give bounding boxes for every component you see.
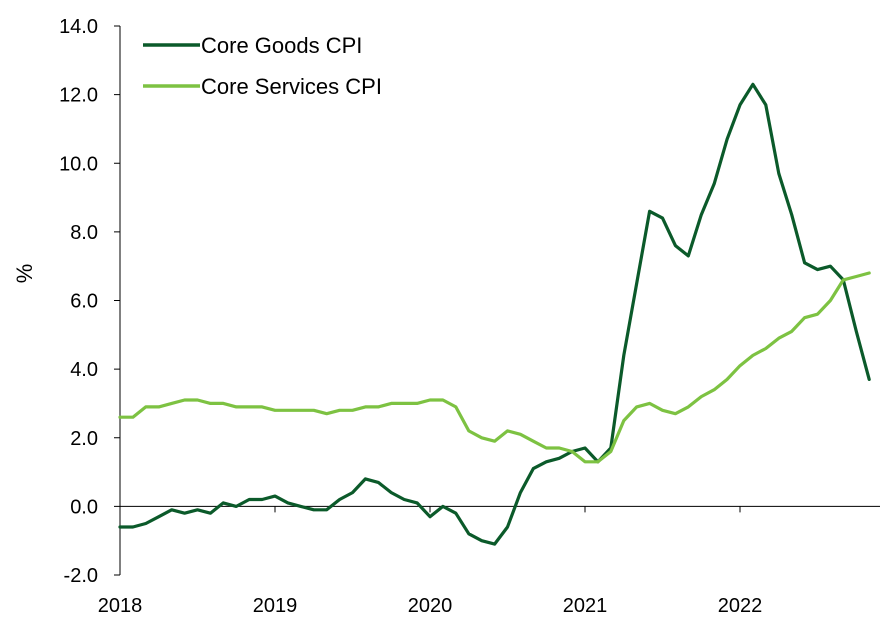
y-tick-label: 6.0 <box>70 291 98 313</box>
x-tick-label: 2018 <box>98 595 143 617</box>
y-tick-label: 2.0 <box>70 428 98 450</box>
x-tick-label: 2021 <box>563 595 608 617</box>
series-line-core-services-cpi <box>118 271 871 464</box>
x-tick-label: 2019 <box>253 595 298 617</box>
y-tick-label: 10.0 <box>59 153 98 175</box>
y-axis-title: % <box>12 264 37 284</box>
y-tick-label: 0.0 <box>70 496 98 518</box>
series-line-core-goods-cpi <box>118 82 871 546</box>
y-tick-label: 8.0 <box>70 222 98 244</box>
y-tick-label: 12.0 <box>59 85 98 107</box>
series-layer <box>118 82 871 546</box>
y-tick-label: 14.0 <box>59 16 98 38</box>
legend: Core Goods CPI Core Services CPI <box>143 33 382 99</box>
axes: -2.0 0.0 2.0 4.0 6.0 8.0 10.0 12.0 14.0 2018 2019 2… <box>12 16 880 617</box>
x-tick-label: 2020 <box>408 595 453 617</box>
legend-label: Core Goods CPI <box>201 33 362 58</box>
y-tick-label: 4.0 <box>70 359 98 381</box>
legend-label: Core Services CPI <box>201 74 382 99</box>
x-tick-label: 2022 <box>718 595 763 617</box>
y-tick-label: -2.0 <box>64 565 98 587</box>
